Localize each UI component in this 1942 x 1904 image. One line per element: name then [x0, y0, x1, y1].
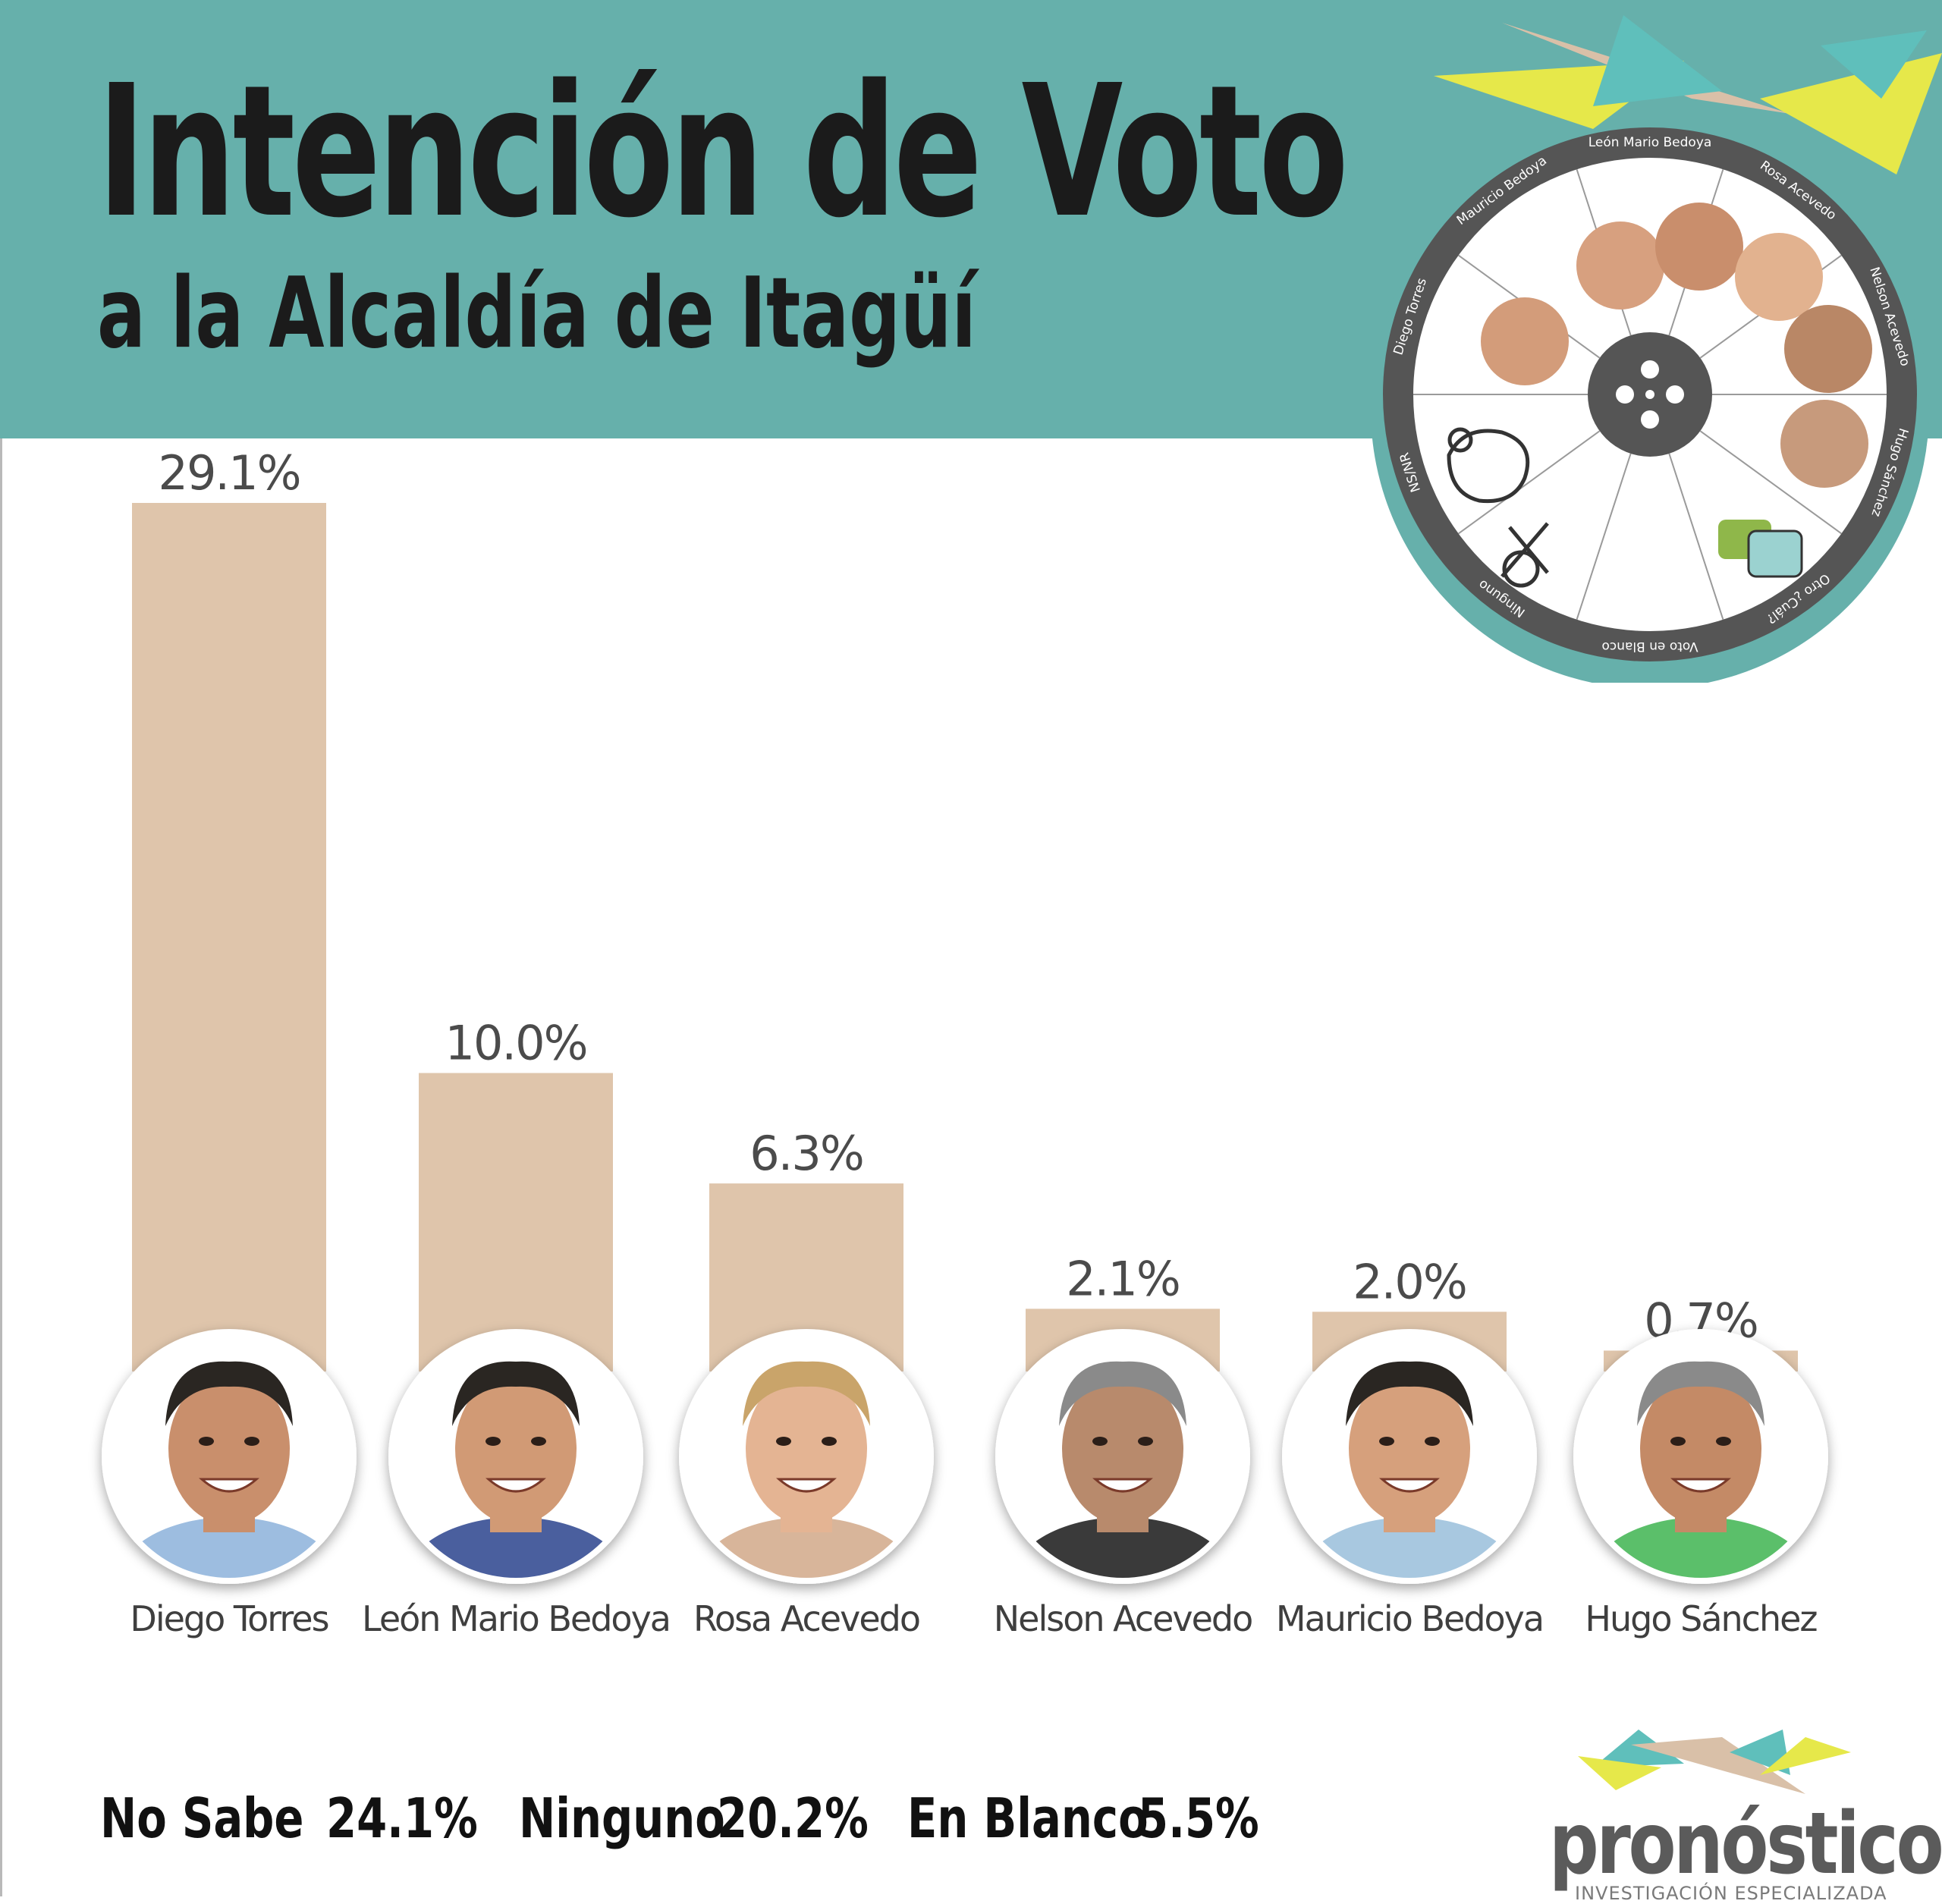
- candidate-name-label: Rosa Acevedo: [693, 1598, 919, 1639]
- total-label-no-sabe: No Sabe: [100, 1786, 304, 1850]
- wheel-face-photo: [1780, 400, 1868, 488]
- bar: [132, 503, 326, 1371]
- ninguno-icon: [1500, 522, 1549, 588]
- total-value-no-sabe: 24.1%: [326, 1786, 478, 1850]
- bar-value-label: 29.1%: [159, 445, 300, 501]
- page-subtitle: a la Alcaldía de Itagüí: [97, 257, 976, 370]
- wheel-faces-photos: [1481, 203, 1872, 488]
- hub-dot: [1666, 385, 1684, 404]
- bar-value-label: 6.3%: [749, 1126, 863, 1181]
- total-value-en-blanco: 5.5%: [1138, 1786, 1259, 1850]
- hub-dot: [1641, 410, 1659, 429]
- wheel-segment-label: Voto en Blanco: [1601, 639, 1698, 654]
- candidate-name-label: Hugo Sánchez: [1585, 1598, 1817, 1639]
- candidate-name-label: Nelson Acevedo: [994, 1598, 1252, 1639]
- candidate-avatar: [1573, 1329, 1828, 1584]
- total-label-ninguno: Ninguno: [519, 1786, 725, 1850]
- candidate-name-label: León Mario Bedoya: [362, 1598, 670, 1639]
- wheel-face-photo: [1576, 222, 1664, 309]
- wheel-segment-label: León Mario Bedoya: [1588, 135, 1712, 150]
- candidate-avatar: [388, 1329, 643, 1584]
- otro-icon: [1718, 520, 1803, 578]
- wheel-spoke: [1699, 430, 1843, 535]
- pronosticos-logo: pronósticos INVESTIGACIÓN ESPECIALIZADA: [1532, 1722, 1942, 1904]
- candidate-name-label: Diego Torres: [130, 1598, 328, 1639]
- wheel-face-photo: [1784, 305, 1872, 393]
- wheel-spoke: [1668, 453, 1724, 621]
- wheel-face-photo: [1481, 297, 1569, 385]
- total-value-ninguno: 20.2%: [717, 1786, 869, 1850]
- bar-chart: 29.1% Diego Torres 10.0% León Mario Bedoya 6…: [102, 445, 1828, 1639]
- ns-nr-icon: [1447, 427, 1530, 504]
- bar: [419, 1073, 613, 1371]
- wheel-spoke: [1576, 453, 1632, 621]
- left-border: [0, 438, 2, 1896]
- candidate-avatar: [102, 1329, 357, 1584]
- logo-triangles: [1578, 1730, 1851, 1794]
- bars-layer: 29.1% Diego Torres 10.0% León Mario Bedoya 6…: [102, 445, 1828, 1639]
- bar-value-label: 2.0%: [1353, 1254, 1466, 1309]
- wheel-deco-yellow-right: [1760, 53, 1942, 174]
- total-label-en-blanco: En Blanco: [907, 1786, 1149, 1850]
- candidate-avatar: [679, 1329, 934, 1584]
- logo-tagline: INVESTIGACIÓN ESPECIALIZADA: [1575, 1883, 1887, 1904]
- logo-wordmark: pronósticos: [1549, 1795, 1942, 1893]
- wheel-spoke: [1457, 430, 1601, 535]
- hub-dot: [1616, 385, 1634, 404]
- candidate-name-label: Mauricio Bedoya: [1276, 1598, 1543, 1639]
- candidate-avatar: [1282, 1329, 1537, 1584]
- candidate-avatar: [995, 1329, 1250, 1584]
- bar-value-label: 10.0%: [445, 1016, 587, 1071]
- wheel-face-photo: [1655, 203, 1743, 291]
- totals-row: No Sabe 24.1% Ninguno 20.2% En Blanco 5.…: [0, 1786, 1365, 1855]
- wheel-face-photo: [1735, 233, 1823, 321]
- wheel-deco-teal-right: [1821, 30, 1927, 99]
- hub-dot: [1641, 360, 1659, 379]
- page-title: Intención de Voto: [97, 46, 1349, 258]
- hub-dot: [1645, 390, 1654, 399]
- bar-value-label: 2.1%: [1066, 1251, 1180, 1306]
- wheel-deco-teal: [1593, 15, 1722, 106]
